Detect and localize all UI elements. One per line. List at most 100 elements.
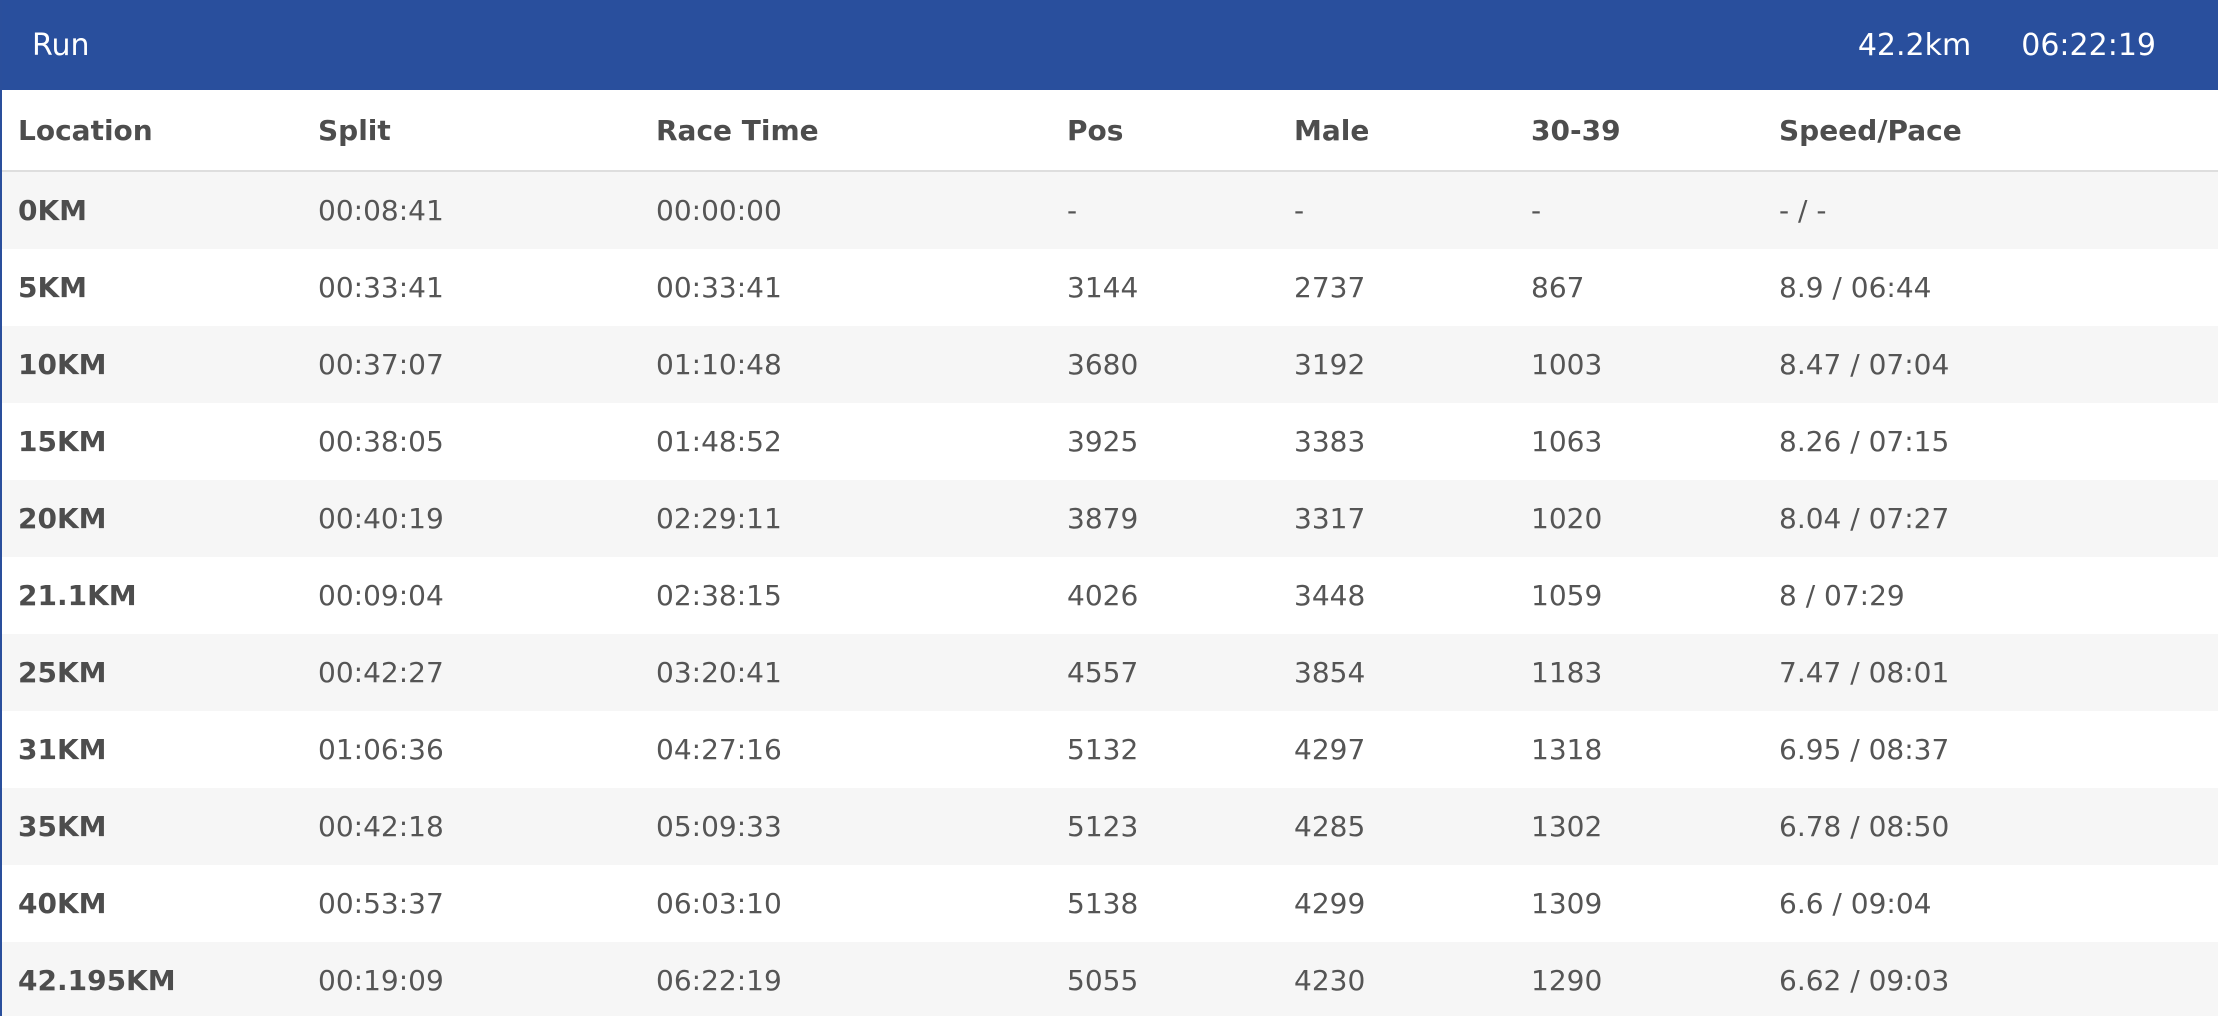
cell-age-group: 1003 bbox=[1531, 326, 1779, 403]
cell-pos: 3879 bbox=[1067, 480, 1294, 557]
total-distance: 42.2km bbox=[1857, 27, 1972, 63]
column-header-pos: Pos bbox=[1067, 90, 1294, 172]
cell-location: 35KM bbox=[2, 788, 318, 865]
cell-age-group: 1309 bbox=[1531, 865, 1779, 942]
cell-race-time: 04:27:16 bbox=[656, 711, 1067, 788]
cell-male: 3383 bbox=[1294, 403, 1531, 480]
cell-location: 40KM bbox=[2, 865, 318, 942]
table-row: 42.195KM 00:19:09 06:22:19 5055 4230 1290 6.62… bbox=[2, 942, 2218, 1016]
cell-speed-pace: 6.62 / 09:03 bbox=[1779, 942, 2218, 1016]
table-row: 35KM 00:42:18 05:09:33 5123 4285 1302 6.78 / 0… bbox=[2, 788, 2218, 865]
cell-location: 10KM bbox=[2, 326, 318, 403]
cell-pos: 5132 bbox=[1067, 711, 1294, 788]
cell-race-time: 03:20:41 bbox=[656, 634, 1067, 711]
cell-location: 20KM bbox=[2, 480, 318, 557]
cell-location: 31KM bbox=[2, 711, 318, 788]
cell-split: 00:40:19 bbox=[318, 480, 656, 557]
cell-male: 3192 bbox=[1294, 326, 1531, 403]
table-body: 0KM 00:08:41 00:00:00- - - - / -5KM 00:33:41 00… bbox=[2, 171, 2218, 1016]
column-header-split: Split bbox=[318, 90, 656, 172]
cell-pos: 5138 bbox=[1067, 865, 1294, 942]
cell-speed-pace: 8.04 / 07:27 bbox=[1779, 480, 2218, 557]
table-row: 10KM 00:37:07 01:10:48 3680 3192 1003 8.47 / 0… bbox=[2, 326, 2218, 403]
cell-age-group: 1020 bbox=[1531, 480, 1779, 557]
cell-male: 2737 bbox=[1294, 249, 1531, 326]
table-row: 0KM 00:08:41 00:00:00- - - - / - bbox=[2, 171, 2218, 249]
panel-header: Run 42.2km 06:22:19 bbox=[2, 0, 2218, 90]
table-row: 15KM 00:38:05 01:48:52 3925 3383 1063 8.26 / 0… bbox=[2, 403, 2218, 480]
cell-speed-pace: 6.6 / 09:04 bbox=[1779, 865, 2218, 942]
table-row: 25KM 00:42:27 03:20:41 4557 3854 1183 7.47 / 0… bbox=[2, 634, 2218, 711]
cell-speed-pace: 7.47 / 08:01 bbox=[1779, 634, 2218, 711]
cell-age-group: 867 bbox=[1531, 249, 1779, 326]
cell-split: 00:42:18 bbox=[318, 788, 656, 865]
cell-age-group: 1063 bbox=[1531, 403, 1779, 480]
table-header-row: Location Split Race Time Pos Male 30-39 Speed/… bbox=[2, 90, 2218, 172]
table-row: 5KM 00:33:41 00:33:41 3144 2737 867 8.9 / 06:4… bbox=[2, 249, 2218, 326]
cell-speed-pace: 8.26 / 07:15 bbox=[1779, 403, 2218, 480]
cell-pos: - bbox=[1067, 171, 1294, 249]
cell-age-group: 1183 bbox=[1531, 634, 1779, 711]
cell-race-time: 02:38:15 bbox=[656, 557, 1067, 634]
cell-age-group: - bbox=[1531, 171, 1779, 249]
cell-location: 21.1KM bbox=[2, 557, 318, 634]
table-row: 20KM 00:40:19 02:29:11 3879 3317 1020 8.04 / 0… bbox=[2, 480, 2218, 557]
table-row: 21.1KM 00:09:04 02:38:15 4026 3448 1059 8 / 07… bbox=[2, 557, 2218, 634]
table-row: 40KM 00:53:37 06:03:10 5138 4299 1309 6.6 / 09… bbox=[2, 865, 2218, 942]
cell-race-time: 01:48:52 bbox=[656, 403, 1067, 480]
cell-speed-pace: 8 / 07:29 bbox=[1779, 557, 2218, 634]
cell-age-group: 1318 bbox=[1531, 711, 1779, 788]
cell-split: 00:53:37 bbox=[318, 865, 656, 942]
cell-location: 5KM bbox=[2, 249, 318, 326]
cell-male: 3854 bbox=[1294, 634, 1531, 711]
cell-split: 00:09:04 bbox=[318, 557, 656, 634]
cell-split: 01:06:36 bbox=[318, 711, 656, 788]
cell-speed-pace: 8.9 / 06:44 bbox=[1779, 249, 2218, 326]
total-time: 06:22:19 bbox=[2021, 27, 2156, 63]
cell-male: 4230 bbox=[1294, 942, 1531, 1016]
cell-pos: 3680 bbox=[1067, 326, 1294, 403]
cell-location: 25KM bbox=[2, 634, 318, 711]
cell-age-group: 1290 bbox=[1531, 942, 1779, 1016]
column-header-age-group: 30-39 bbox=[1531, 90, 1779, 172]
cell-split: 00:38:05 bbox=[318, 403, 656, 480]
cell-split: 00:33:41 bbox=[318, 249, 656, 326]
cell-pos: 3144 bbox=[1067, 249, 1294, 326]
cell-male: 4285 bbox=[1294, 788, 1531, 865]
cell-split: 00:37:07 bbox=[318, 326, 656, 403]
cell-race-time: 06:03:10 bbox=[656, 865, 1067, 942]
cell-location: 0KM bbox=[2, 171, 318, 249]
cell-location: 42.195KM bbox=[2, 942, 318, 1016]
cell-speed-pace: 6.95 / 08:37 bbox=[1779, 711, 2218, 788]
cell-age-group: 1302 bbox=[1531, 788, 1779, 865]
cell-race-time: 00:33:41 bbox=[656, 249, 1067, 326]
cell-race-time: 01:10:48 bbox=[656, 326, 1067, 403]
cell-location: 15KM bbox=[2, 403, 318, 480]
cell-pos: 5055 bbox=[1067, 942, 1294, 1016]
cell-male: 3317 bbox=[1294, 480, 1531, 557]
column-header-race-time: Race Time bbox=[656, 90, 1067, 172]
cell-race-time: 02:29:11 bbox=[656, 480, 1067, 557]
column-header-location: Location bbox=[2, 90, 318, 172]
cell-pos: 4026 bbox=[1067, 557, 1294, 634]
cell-split: 00:42:27 bbox=[318, 634, 656, 711]
cell-race-time: 00:00:00 bbox=[656, 171, 1067, 249]
cell-male: 3448 bbox=[1294, 557, 1531, 634]
splits-table: Location Split Race Time Pos Male 30-39 Speed/… bbox=[2, 90, 2218, 1016]
cell-male: 4299 bbox=[1294, 865, 1531, 942]
cell-speed-pace: 6.78 / 08:50 bbox=[1779, 788, 2218, 865]
cell-male: - bbox=[1294, 171, 1531, 249]
cell-pos: 3925 bbox=[1067, 403, 1294, 480]
cell-age-group: 1059 bbox=[1531, 557, 1779, 634]
cell-speed-pace: 8.47 / 07:04 bbox=[1779, 326, 2218, 403]
cell-pos: 4557 bbox=[1067, 634, 1294, 711]
cell-race-time: 05:09:33 bbox=[656, 788, 1067, 865]
table-row: 31KM 01:06:36 04:27:16 5132 4297 1318 6.95 / 0… bbox=[2, 711, 2218, 788]
cell-race-time: 06:22:19 bbox=[656, 942, 1067, 1016]
cell-speed-pace: - / - bbox=[1779, 171, 2218, 249]
cell-male: 4297 bbox=[1294, 711, 1531, 788]
cell-pos: 5123 bbox=[1067, 788, 1294, 865]
panel-title: Run bbox=[32, 27, 90, 63]
column-header-speed-pace: Speed/Pace bbox=[1779, 90, 2218, 172]
